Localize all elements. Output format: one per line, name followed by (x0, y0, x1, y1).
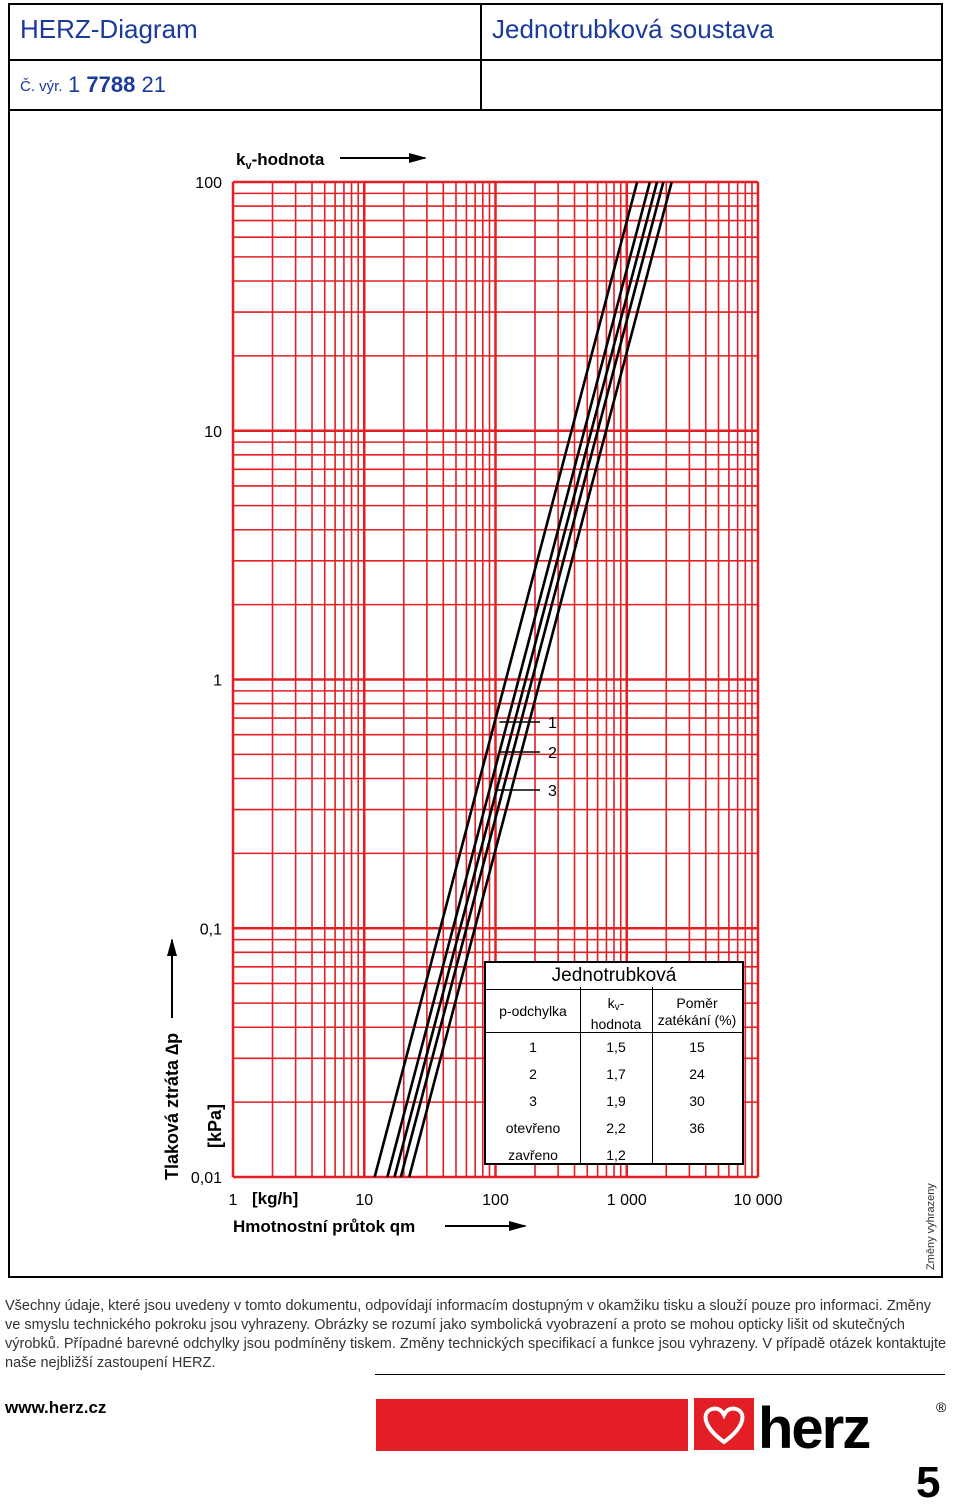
table-cell: 3 (529, 1093, 537, 1109)
table-cell: 1 (529, 1039, 537, 1055)
herz-logo: herz ® (694, 1396, 947, 1456)
table-rule (486, 989, 742, 990)
curve-marker-label: 1 (548, 715, 557, 732)
disclaimer-text: Všechny údaje, které jsou uvedeny v tomt… (5, 1298, 947, 1371)
y-axis-label: Tlaková ztráta ∆p (162, 1033, 182, 1180)
table-cell: 1,9 (606, 1093, 626, 1109)
table-header-cell: p-odchylka (499, 1003, 567, 1019)
kv-axis-label: kv-hodnota (236, 150, 325, 172)
document-subtitle: Jednotrubková soustava (492, 14, 774, 44)
table-rule (486, 1032, 742, 1033)
kv-curves (373, 181, 673, 1178)
x-tick-label: 10 (355, 1192, 373, 1209)
table-cell: 2,2 (606, 1120, 626, 1136)
product-number-label: Č. výr. (20, 78, 63, 95)
table-cell: 36 (689, 1120, 705, 1136)
table-cell: otevřeno (505, 1120, 561, 1136)
brand-wordmark: herz (758, 1396, 869, 1456)
kv-table: Jednotrubková p-odchylka kv-hodnota Pomě… (484, 961, 744, 1165)
y-tick-label: 1 (213, 673, 222, 690)
chart-frame (8, 111, 943, 1278)
y-tick-label: 0,01 (191, 1170, 222, 1187)
x-tick-label: 1 000 (607, 1192, 647, 1209)
table-rule (652, 987, 653, 1163)
table-cell: 1,5 (606, 1039, 626, 1055)
table-cell: 30 (689, 1093, 705, 1109)
footer-rule (375, 1374, 945, 1375)
kv-curve-1 (386, 181, 652, 1178)
document-title: HERZ-Diagram (20, 14, 198, 44)
x-unit-label: [kg/h] (252, 1189, 298, 1208)
axis-ticks: 1 10 100 1 000 10 000 100 10 1 0,1 0,01 (191, 175, 783, 1209)
curve-markers: 1 2 3 (494, 715, 557, 800)
x-tick-label: 10 000 (734, 1192, 783, 1209)
table-cell: zavřeno (508, 1147, 558, 1163)
x-axis-label: Hmotnostní průtok qm (233, 1217, 415, 1236)
table-cell: 24 (689, 1066, 705, 1082)
page-number: 5 (916, 1458, 941, 1507)
product-number: 1 7788 21 (68, 72, 166, 97)
kv-table-caption: Jednotrubková (551, 965, 677, 986)
website-link[interactable]: www.herz.cz (5, 1398, 107, 1417)
curve-marker-label: 3 (548, 783, 557, 800)
brand-red-bar (376, 1399, 688, 1451)
heart-icon (703, 1406, 745, 1445)
y-tick-label: 0,1 (200, 921, 222, 938)
y-tick-label: 10 (204, 424, 222, 441)
table-header-cell: kv-hodnota (590, 995, 642, 1032)
changes-reserved-note: Změny vyhrazeny (925, 1183, 937, 1270)
kv-curve-3 (399, 181, 665, 1178)
registered-mark: ® (936, 1399, 947, 1415)
curve-marker-label: 2 (548, 745, 557, 762)
table-header-cell: Poměr zatékání (%) (657, 995, 737, 1028)
table-cell: 1,7 (606, 1066, 626, 1082)
table-cell: 1,2 (606, 1147, 626, 1163)
kv-curve-zavřeno (373, 181, 639, 1178)
kv-curve-2 (393, 181, 659, 1178)
kv-curve-otevřeno (407, 181, 673, 1178)
y-tick-label: 100 (195, 175, 222, 192)
header-divider (480, 5, 482, 109)
table-rule (580, 987, 581, 1163)
x-tick-label: 100 (482, 1192, 509, 1209)
header-box (8, 3, 943, 111)
y-unit-label: [kPa] (205, 1104, 225, 1148)
table-cell: 2 (529, 1066, 537, 1082)
x-tick-label: 1 (229, 1192, 238, 1209)
header-separator (10, 59, 941, 61)
table-cell: 15 (689, 1039, 705, 1055)
